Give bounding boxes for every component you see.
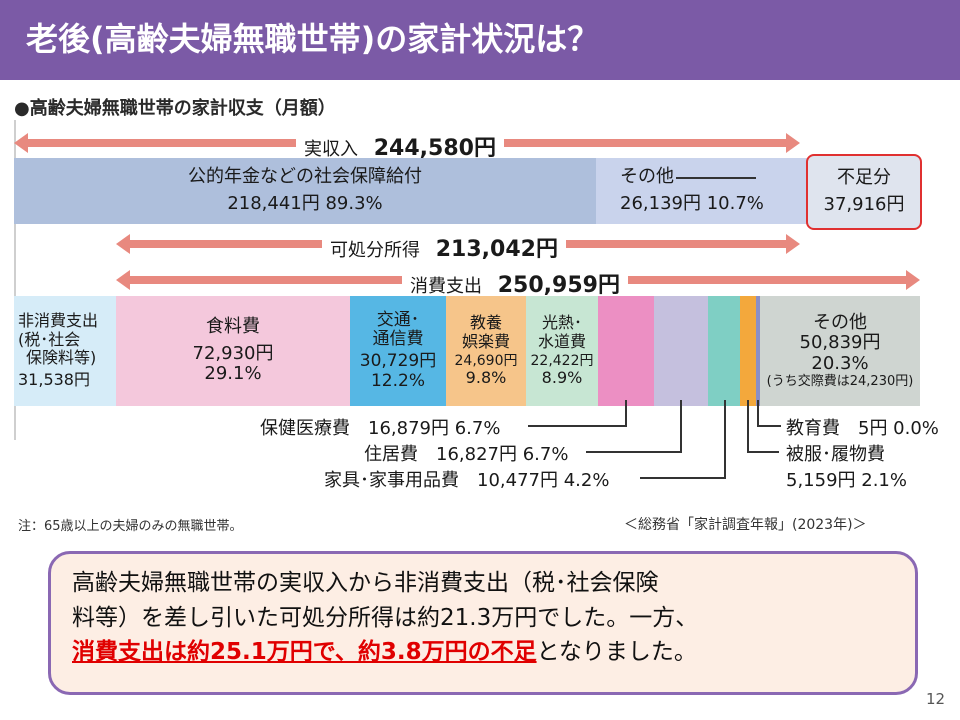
food-pct: 29.1%	[204, 363, 262, 385]
nonconsumption-line3: 保険料等)	[26, 348, 97, 367]
shortfall-value: 37,916円	[823, 194, 905, 215]
medical-callout-h	[528, 425, 627, 427]
summary-line2: 料等）を差し引いた可処分所得は約21.3万円でした。一方、	[72, 604, 699, 631]
expense-clothing-segment	[740, 296, 756, 406]
education-callout-label: 教育費 5円 0.0%	[786, 418, 939, 439]
food-value: 72,930円	[192, 342, 274, 364]
expense-furniture-segment	[708, 296, 740, 406]
other-income-dash	[676, 176, 756, 179]
education-callout-h	[757, 425, 781, 427]
disposable-value: 213,042円	[435, 237, 558, 262]
consumption-label: 消費支出	[410, 276, 482, 297]
figure-source: ＜総務省「家計調査年報」(2023年)＞	[624, 517, 867, 533]
culture-line1: 教養	[469, 313, 502, 333]
summary-tail: となりました。	[536, 639, 697, 665]
clothing-callout-value: 5,159円 2.1%	[786, 470, 907, 491]
shortfall-box: 不足分 37,916円	[806, 154, 922, 230]
summary-line1: 高齢夫婦無職世帯の実収入から非消費支出（税･社会保険	[72, 570, 659, 596]
clothing-callout-v	[747, 400, 749, 453]
income-label: 実収入	[304, 139, 358, 160]
expense-other-segment: その他 50,839円 20.3% (うち交際費は24,230円)	[760, 296, 920, 406]
furniture-callout-label: 家具･家事用品費 10,477円 4.2%	[324, 470, 610, 491]
figure-subtitle: ●高齢夫婦無職世帯の家計収支（月額）	[14, 98, 336, 119]
summary-box	[48, 551, 918, 695]
expense-food-segment: 食料費 72,930円 29.1%	[116, 296, 350, 406]
transport-line1: 交通･	[376, 309, 420, 330]
consumption-arrow-label: 消費支出 250,959円	[402, 267, 628, 299]
expense-education-segment	[756, 296, 760, 406]
expense-medical-segment	[598, 296, 654, 406]
page-number: 12	[926, 690, 946, 708]
figure-note: 注：65歳以上の夫婦のみの無職世帯。	[18, 519, 243, 534]
utilities-line1: 光熱･	[541, 313, 582, 333]
income-value: 244,580円	[373, 136, 496, 161]
expense-nonconsumption-segment: 非消費支出 (税･社会 保険料等) 31,538円	[14, 296, 120, 406]
culture-line2: 娯楽費	[461, 331, 510, 351]
food-label: 食料費	[206, 315, 260, 337]
utilities-line2: 水道費	[537, 331, 586, 351]
expense-utilities-segment: 光熱･ 水道費 22,422円 8.9%	[526, 296, 598, 406]
housing-callout-label: 住居費 16,827円 6.7%	[364, 444, 569, 465]
other-expense-note: (うち交際費は24,230円)	[766, 373, 914, 389]
transport-value: 30,729円	[359, 351, 437, 371]
culture-pct: 9.8%	[465, 368, 507, 388]
clothing-callout-label: 被服･履物費	[786, 444, 885, 465]
medical-callout-label: 保健医療費 16,879円 6.7%	[260, 418, 501, 439]
summary-line3: 消費支出は約25.1万円で、約3.8万円の不足となりました。	[72, 635, 902, 670]
expense-culture-segment: 教養 娯楽費 24,690円 9.8%	[446, 296, 526, 406]
page-title: 老後(高齢夫婦無職世帯)の家計状況は？	[26, 20, 600, 58]
nonconsumption-line1: 非消費支出	[18, 311, 99, 331]
housing-callout-h	[586, 451, 682, 453]
other-expense-label: その他	[813, 311, 867, 333]
furniture-callout-h	[640, 477, 726, 479]
nonconsumption-value: 31,538円	[18, 370, 90, 390]
other-expense-value: 50,839円	[799, 332, 881, 354]
pension-value: 218,441円 89.3%	[227, 193, 383, 214]
medical-callout-v	[625, 400, 627, 427]
nonconsumption-line2: (税･社会	[18, 329, 81, 349]
income-pension-segment: 公的年金などの社会保障給付 218,441円 89.3%	[14, 158, 596, 224]
education-callout-v	[757, 400, 759, 427]
utilities-value: 22,422円	[530, 353, 594, 370]
figure-frame	[14, 120, 16, 440]
shortfall-label: 不足分	[837, 167, 891, 189]
clothing-callout-h	[747, 451, 779, 453]
income-other-segment: その他 26,139円 10.7%	[596, 158, 820, 224]
other-income-label: その他	[620, 166, 674, 188]
disposable-arrow-label: 可処分所得 213,042円	[322, 231, 566, 263]
title-bar	[0, 0, 960, 80]
transport-line2: 通信費	[372, 329, 424, 350]
pension-label: 公的年金などの社会保障給付	[188, 166, 422, 188]
housing-callout-v	[680, 400, 682, 453]
utilities-pct: 8.9%	[541, 368, 583, 388]
disposable-label: 可処分所得	[330, 240, 420, 261]
consumption-value: 250,959円	[497, 273, 620, 298]
expense-transport-segment: 交通･ 通信費 30,729円 12.2%	[350, 296, 446, 406]
other-expense-pct: 20.3%	[811, 352, 869, 374]
income-arrow-label: 実収入 244,580円	[296, 130, 504, 162]
expense-housing-segment	[654, 296, 708, 406]
other-income-value: 26,139円 10.7%	[620, 193, 764, 214]
culture-value: 24,690円	[454, 353, 518, 370]
furniture-callout-v	[724, 400, 726, 479]
summary-highlight: 消費支出は約25.1万円で、約3.8万円の不足	[72, 639, 537, 665]
transport-pct: 12.2%	[370, 370, 425, 391]
summary-text: 高齢夫婦無職世帯の実収入から非消費支出（税･社会保険 料等）を差し引いた可処分所…	[72, 566, 902, 670]
